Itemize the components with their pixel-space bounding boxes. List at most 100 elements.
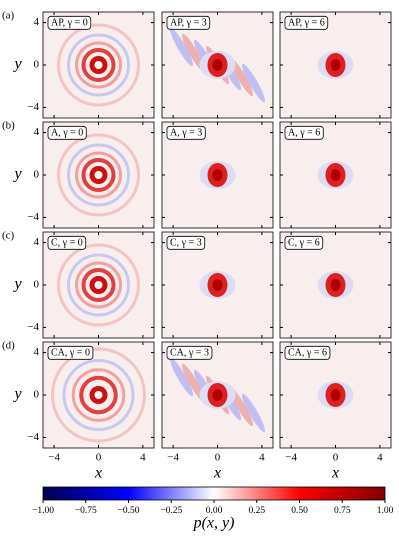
y-axis-label: y: [12, 166, 22, 183]
colorbar-tick-label: −0.50: [118, 506, 140, 516]
x-tick-label: −4: [285, 452, 297, 464]
y-tick-label: 4: [34, 16, 40, 28]
density-ring: [81, 158, 116, 192]
row-label: (b): [2, 120, 15, 132]
density-ring: [62, 359, 135, 431]
panel-label-box: [47, 15, 92, 30]
density-core: [212, 59, 223, 71]
panel-label: CA, γ = 3: [170, 347, 209, 358]
density-stripe: [169, 357, 194, 397]
x-tick-label: −4: [48, 452, 60, 464]
panel: AP, γ = 0 −4 0 4: [27, 11, 155, 119]
density-ring: [71, 368, 126, 422]
y-tick-label: −4: [27, 101, 39, 113]
panel: CA, γ = 6 −4 0 4: [279, 341, 392, 464]
panel-label: A, γ = 0: [51, 127, 83, 138]
panel-label-box: [284, 235, 324, 250]
panel-label: C, γ = 0: [51, 237, 83, 248]
density-ring: [75, 261, 122, 309]
panel-label-box: [284, 15, 329, 30]
panel: AP, γ = 3: [161, 11, 274, 119]
row-label: (d): [2, 340, 15, 352]
panel: A, γ = 0 −4 0 4: [27, 121, 155, 229]
panel: A, γ = 6: [279, 121, 392, 229]
y-tick-label: 4: [34, 236, 40, 248]
panel-label-box: [47, 125, 87, 140]
density-core: [94, 281, 103, 289]
y-axis-label: y: [12, 386, 22, 403]
panel-label-box: [166, 15, 211, 30]
panel-label: CA, γ = 6: [288, 347, 327, 358]
y-tick-label: 0: [34, 169, 40, 181]
y-tick-label: 4: [34, 126, 40, 138]
panel-label-box: [47, 235, 87, 250]
density-core: [330, 389, 341, 401]
x-tick-label: 4: [140, 452, 146, 464]
density-ring: [51, 347, 146, 443]
density-ring: [75, 151, 122, 199]
colorbar-tick-label: 1.00: [377, 506, 394, 516]
panel-label-box: [166, 125, 206, 140]
density-stripe: [169, 27, 194, 67]
x-tick-label: 4: [377, 452, 383, 464]
panel-label: CA, γ = 0: [51, 347, 90, 358]
colorbar-tick-label: 0.00: [206, 506, 223, 516]
density-core: [330, 59, 341, 71]
density-core: [330, 279, 341, 291]
density-core: [330, 169, 341, 181]
panel-label-box: [284, 345, 331, 360]
row-label: (c): [2, 230, 15, 242]
x-tick-label: 4: [259, 452, 265, 464]
panel: C, γ = 6: [279, 231, 392, 339]
density-stripe: [241, 393, 266, 433]
density-core: [212, 279, 223, 291]
row-label: (a): [2, 10, 15, 22]
density-ring: [57, 23, 140, 107]
density-stripe: [181, 363, 206, 403]
panel-label: AP, γ = 0: [51, 17, 88, 28]
density-ring: [79, 375, 118, 415]
x-tick-label: 0: [215, 452, 221, 464]
density-core: [212, 389, 223, 401]
panel: CA, γ = 3 −4 0 4: [161, 341, 274, 464]
panel-label-box: [166, 235, 206, 250]
colorbar-tick-label: −1.00: [32, 506, 54, 516]
y-tick-label: 0: [34, 279, 40, 291]
x-axis-label: x: [331, 465, 339, 482]
y-tick-label: −4: [27, 211, 39, 223]
density-stripe: [241, 63, 266, 103]
density-core: [94, 391, 103, 399]
y-axis-label: y: [12, 276, 22, 293]
density-stripe: [181, 33, 206, 73]
x-tick-label: −4: [167, 452, 179, 464]
panel-label-box: [166, 345, 213, 360]
panel-label: C, γ = 3: [170, 237, 202, 248]
panel: CA, γ = 0 −4 0 4 −4 0 4: [27, 341, 155, 464]
colorbar-tick-label: 0.50: [291, 506, 308, 516]
y-tick-label: 0: [34, 389, 40, 401]
density-ring: [81, 48, 116, 82]
colorbar-tick-label: −0.25: [160, 506, 182, 516]
density-ring: [57, 133, 140, 217]
x-axis-label: x: [213, 465, 221, 482]
panel-label: A, γ = 6: [288, 127, 320, 138]
colorbar-tick-label: 0.25: [248, 506, 265, 516]
y-tick-label: 0: [34, 59, 40, 71]
y-axis-label: y: [12, 56, 22, 73]
colorbar-label: p(x, y): [193, 515, 235, 532]
y-tick-label: −4: [27, 431, 39, 443]
y-tick-label: −4: [27, 321, 39, 333]
panel: A, γ = 3: [161, 121, 274, 229]
panel-label-box: [284, 125, 324, 140]
panel: AP, γ = 6: [279, 11, 392, 119]
density-core: [94, 171, 103, 179]
y-tick-label: 4: [34, 346, 40, 358]
x-axis-label: x: [94, 465, 102, 482]
density-stripe: [229, 57, 254, 97]
density-ring: [67, 253, 130, 317]
panel-label-box: [47, 345, 94, 360]
panel-label: AP, γ = 3: [170, 17, 207, 28]
panel-label: AP, γ = 6: [288, 17, 325, 28]
colorbar-tick-label: 0.75: [334, 506, 351, 516]
